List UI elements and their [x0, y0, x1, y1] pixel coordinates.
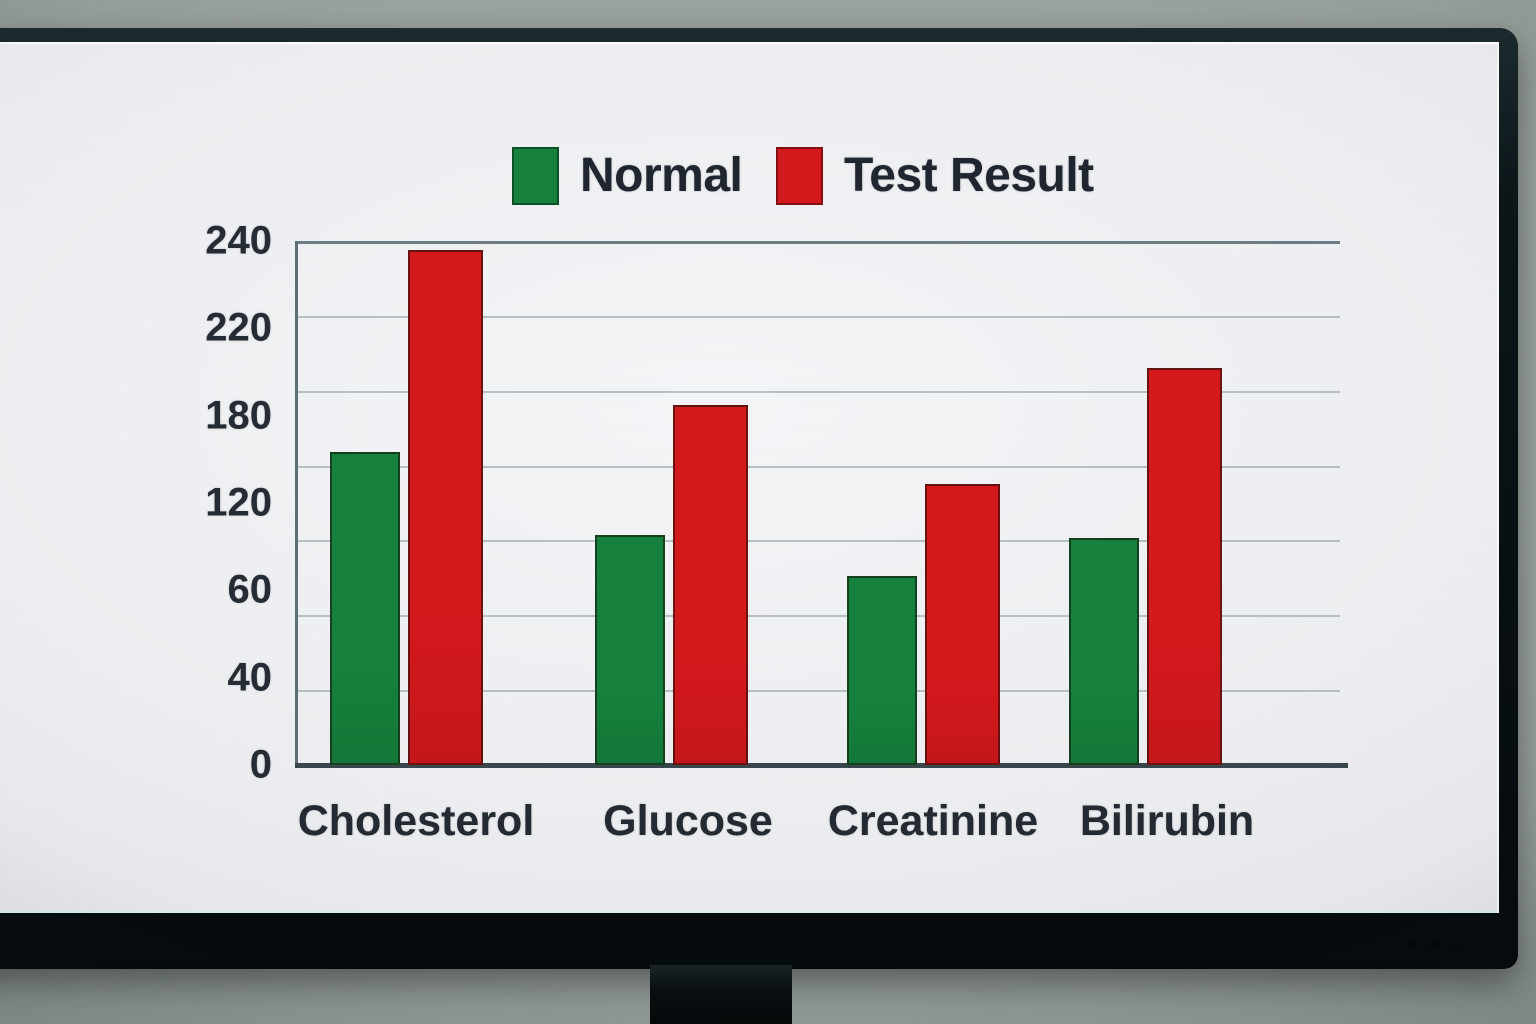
legend-label: Test Result [844, 149, 1094, 202]
y-axis-line [295, 241, 298, 765]
bar-normal-cholesterol [330, 452, 400, 765]
x-category-label: Creatinine [827, 797, 1039, 845]
monitor-bezel: Normal Test Result 240 220 180 120 60 40 0 Chol… [0, 28, 1518, 969]
gridline [295, 465, 1340, 468]
y-tick-label: 240 [205, 218, 272, 263]
bezel-buttons [1408, 942, 1460, 947]
y-tick-label: 40 [227, 655, 273, 700]
bar-test-result-bilirubin [1147, 367, 1222, 765]
y-tick-label: 60 [227, 567, 273, 612]
gridline [295, 690, 1340, 693]
bar-test-result-creatinine [925, 484, 1000, 765]
bar-normal-creatinine [847, 575, 917, 765]
x-axis-line [295, 763, 1348, 768]
plot-top-border [295, 241, 1340, 244]
bezel-button-icon [1430, 942, 1438, 947]
y-tick-label: 180 [205, 393, 272, 438]
x-category-label: Cholesterol [297, 797, 535, 845]
bar-normal-glucose [595, 535, 665, 765]
gridline [295, 315, 1340, 318]
gridline [295, 615, 1340, 618]
gridline [295, 540, 1340, 543]
legend-label: Normal [580, 149, 743, 202]
y-tick-label: 220 [205, 305, 272, 350]
bar-test-result-glucose [673, 404, 748, 765]
gridline [295, 390, 1340, 393]
y-tick-label: 120 [205, 480, 272, 525]
bezel-button-icon [1408, 942, 1416, 947]
y-tick-label: 0 [249, 742, 272, 787]
legend-swatch [776, 147, 823, 205]
monitor-screen: Normal Test Result 240 220 180 120 60 40 0 Chol… [0, 42, 1499, 913]
bezel-button-icon [1452, 942, 1460, 947]
monitor-stand [650, 965, 792, 1024]
bar-normal-bilirubin [1069, 537, 1139, 765]
x-category-label: Glucose [603, 797, 773, 845]
x-category-label: Bilirubin [1079, 797, 1255, 845]
bar-test-result-cholesterol [408, 249, 483, 765]
legend-swatch [512, 147, 559, 205]
